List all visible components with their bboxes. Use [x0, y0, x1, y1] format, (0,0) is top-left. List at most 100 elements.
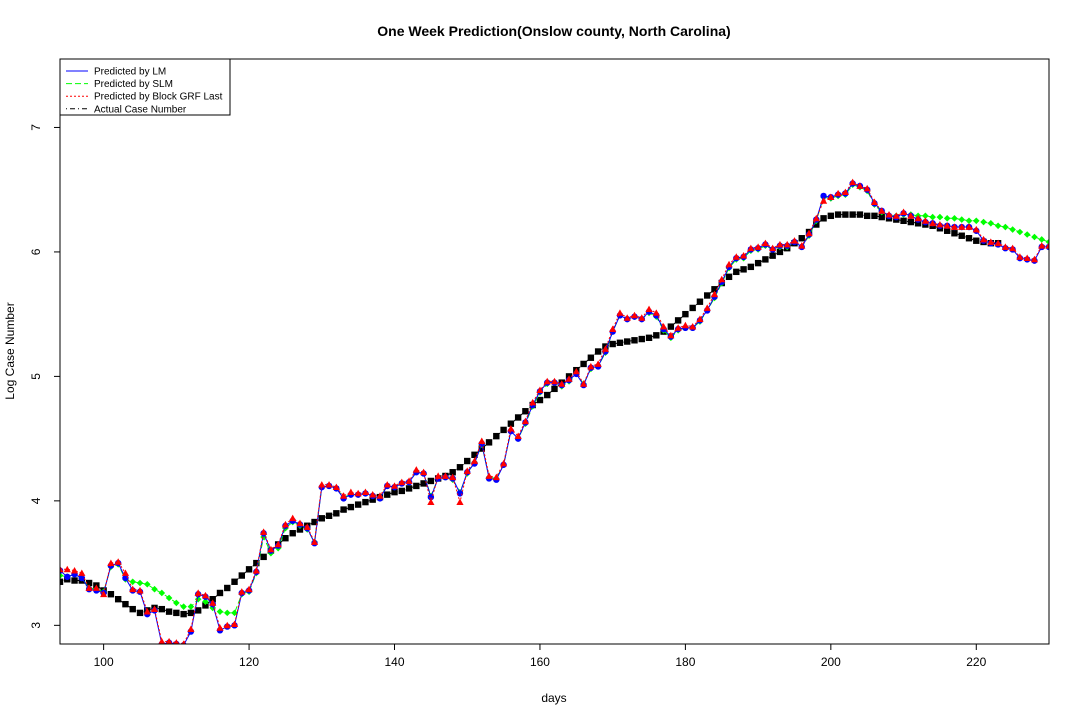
predicted-by-block-grf-last-point — [478, 437, 486, 444]
predicted-by-block-grf-last-point — [812, 214, 820, 222]
predicted-by-block-grf-last-point — [267, 545, 275, 553]
predicted-by-block-grf-last-point — [754, 243, 762, 250]
predicted-by-block-grf-last-point — [187, 625, 195, 632]
actual-case-number-point — [733, 268, 740, 276]
actual-case-number-point — [485, 439, 493, 446]
predicted-by-block-grf-last-point — [558, 380, 566, 387]
predicted-by-block-grf-last-point — [652, 309, 660, 316]
actual-case-number-point — [420, 480, 427, 487]
predicted-by-block-grf-last-point — [492, 473, 500, 481]
legend-label-predicted-by-block-grf-last: Predicted by Block GRF Last — [94, 92, 223, 103]
predicted-by-block-grf-last-point — [914, 214, 922, 222]
predicted-by-block-grf-last-point — [638, 314, 646, 321]
predicted-by-block-grf-last-point — [260, 528, 268, 535]
predicted-by-block-grf-last-point — [181, 640, 186, 644]
predicted-by-block-grf-last-point — [609, 325, 617, 332]
predicted-by-slm-point — [1038, 236, 1046, 243]
actual-case-number-point — [747, 263, 755, 271]
predicted-by-block-grf-last-point — [565, 375, 573, 382]
predicted-by-block-grf-last-point — [114, 558, 122, 565]
predicted-by-slm-point — [151, 585, 158, 593]
predicted-by-block-grf-last-point — [223, 621, 231, 629]
actual-case-number-point — [725, 273, 733, 281]
predicted-by-block-grf-last-point — [470, 457, 479, 464]
predicted-by-slm-point — [1002, 223, 1009, 231]
predicted-by-block-grf-last-point — [347, 488, 355, 496]
actual-case-number-point — [456, 464, 464, 471]
legend-label-actual-case-number: Actual Case Number — [94, 104, 187, 115]
actual-case-number-point — [544, 391, 551, 399]
actual-case-number-point — [158, 605, 166, 613]
predicted-by-block-grf-last-point — [841, 188, 849, 196]
predicted-by-block-grf-last-point — [332, 483, 340, 491]
predicted-by-slm-point — [1009, 226, 1016, 233]
actual-case-number-point — [704, 292, 711, 299]
predicted-by-block-grf-last-point — [819, 197, 828, 204]
predicted-by-block-grf-last-point — [369, 491, 377, 498]
x-tick-label: 140 — [384, 655, 404, 669]
actual-case-number-point — [398, 487, 405, 495]
actual-case-number-point — [849, 211, 856, 218]
predicted-by-slm-point — [965, 217, 973, 225]
actual-case-number-point — [311, 518, 318, 526]
actual-case-number-point — [856, 211, 864, 218]
actual-case-number-point — [827, 212, 835, 220]
predicted-by-block-grf-last-point — [776, 240, 784, 248]
predicted-by-block-grf-last-point — [958, 223, 966, 230]
actual-case-number-point — [224, 584, 231, 592]
actual-case-number-point — [71, 577, 78, 584]
actual-case-number-point — [631, 337, 638, 344]
actual-case-number-point — [384, 491, 391, 498]
predicted-by-block-grf-last-point — [340, 492, 348, 499]
predicted-by-block-grf-last-point — [274, 540, 282, 548]
actual-case-number-point — [951, 230, 958, 237]
predicted-by-block-grf-last-point — [390, 482, 399, 489]
predicted-by-block-grf-last-point — [252, 566, 260, 574]
actual-case-number-point — [522, 408, 529, 415]
legend-label-predicted-by-slm: Predicted by SLM — [94, 79, 173, 90]
predicted-by-lm-point — [820, 192, 827, 200]
predicted-by-slm-point — [943, 215, 951, 222]
predicted-by-block-grf-last-point — [361, 488, 370, 496]
predicted-by-lm-point — [64, 573, 71, 580]
predicted-by-block-grf-last-point — [899, 208, 908, 215]
actual-case-number-point — [551, 385, 558, 393]
actual-case-number-point — [500, 426, 507, 434]
y-tick-label: 6 — [29, 248, 43, 255]
predicted-by-slm-series — [60, 181, 1049, 617]
predicted-by-block-grf-last-point — [718, 275, 726, 283]
predicted-by-block-grf-last-point — [747, 244, 755, 252]
y-tick-label: 5 — [29, 373, 43, 380]
predicted-by-slm-point — [143, 580, 151, 588]
predicted-by-lm-point — [0, 245, 3, 251]
predicted-by-block-grf-last-point — [790, 237, 799, 244]
actual-case-number-point — [296, 526, 304, 533]
actual-case-number-point — [107, 591, 115, 598]
predicted-by-block-grf-last-point — [201, 591, 210, 599]
legend-label-predicted-by-lm: Predicted by LM — [94, 67, 166, 78]
actual-case-number-point — [478, 445, 485, 452]
actual-case-number-point — [405, 485, 413, 492]
actual-case-number-point — [776, 248, 784, 256]
predicted-by-slm-point — [987, 219, 995, 227]
predicted-by-lm-point — [78, 574, 86, 582]
actual-case-number-point — [114, 595, 122, 603]
predicted-by-block-grf-last-point — [238, 588, 246, 595]
predicted-by-slm-point — [180, 603, 187, 610]
predicted-by-block-grf-last-point — [376, 492, 384, 499]
predicted-by-block-grf-last-point — [405, 477, 413, 484]
predicted-by-block-grf-last-point — [463, 467, 471, 474]
actual-case-number-point — [514, 414, 522, 421]
predicted-by-block-grf-last-point — [63, 565, 71, 573]
predicted-by-block-grf-last-point — [761, 239, 769, 247]
predicted-by-block-grf-last-point — [645, 305, 653, 313]
actual-case-number-point — [194, 607, 202, 614]
predicted-by-block-grf-last-point — [783, 240, 791, 248]
predicted-by-block-grf-last-point — [1045, 242, 1049, 249]
actual-case-number-point — [958, 232, 965, 239]
predicted-by-block-grf-last-point — [1016, 253, 1024, 260]
actual-case-number-point — [616, 339, 624, 346]
actual-case-number-point — [624, 338, 631, 345]
actual-case-number-point — [638, 335, 645, 343]
